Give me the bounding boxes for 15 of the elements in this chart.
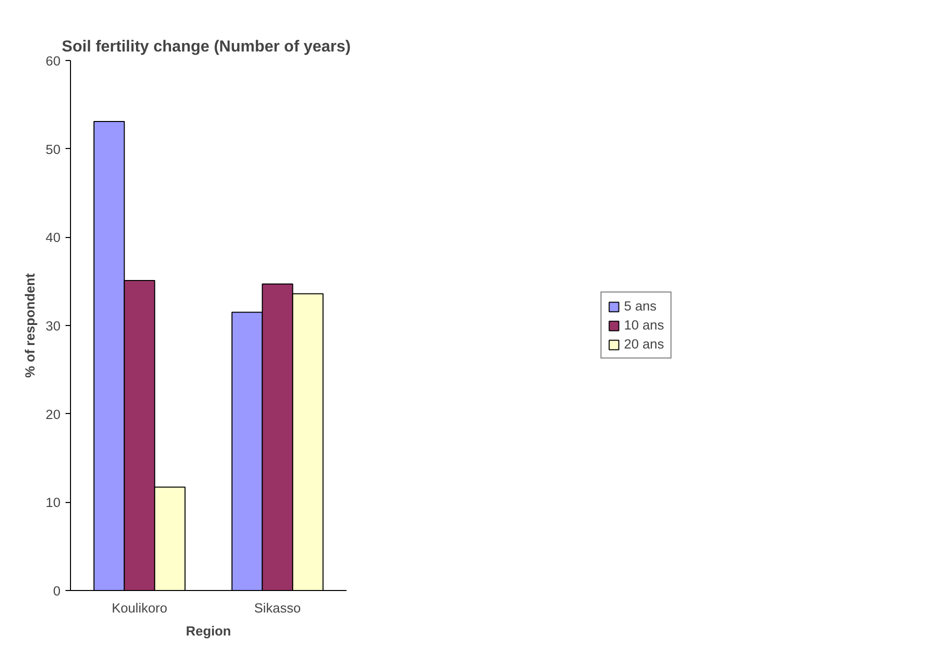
y-tick-label: 30 (46, 318, 61, 334)
y-tick-label: 50 (46, 142, 61, 157)
x-axis-title: Region (186, 624, 232, 638)
legend-label: 10 ans (624, 318, 664, 332)
legend-label: 20 ans (624, 336, 664, 352)
x-tick-label: Koulikoro (112, 600, 168, 616)
y-tick-label: 0 (53, 584, 61, 598)
y-tick-label: 20 (46, 406, 61, 422)
x-tick-label: Sikasso (254, 600, 301, 616)
chart-title: Soil fertility change (Number of years) (62, 38, 351, 56)
y-tick-label: 40 (46, 230, 61, 246)
y-tick-label: 60 (46, 54, 61, 68)
y-tick-label: 10 (46, 495, 61, 510)
legend-label: 5 ans (624, 298, 657, 314)
y-axis-title: % of respondent (22, 272, 38, 378)
